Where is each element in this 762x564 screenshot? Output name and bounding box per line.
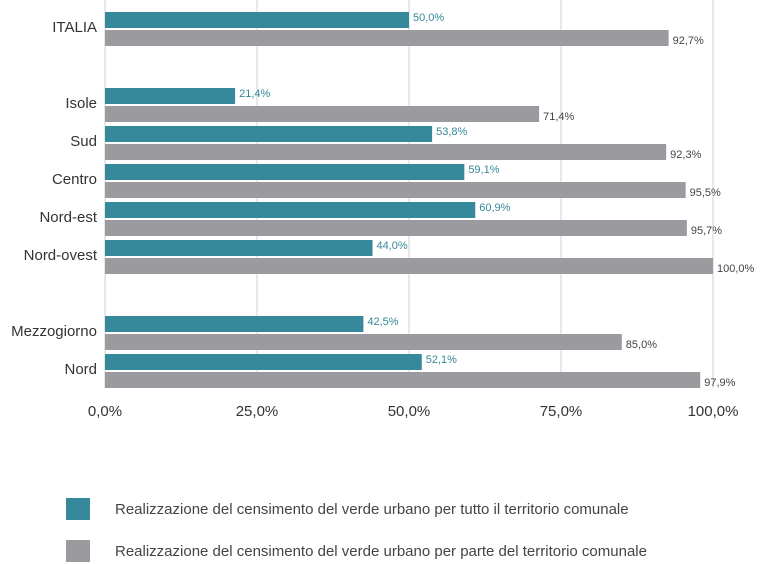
x-tick-label: 75,0%	[540, 403, 583, 420]
value-label: 44,0%	[377, 240, 408, 252]
x-tick-label: 100,0%	[688, 403, 739, 420]
value-label: 95,7%	[691, 225, 722, 237]
y-tick-label: Nord-est	[39, 209, 97, 226]
bar	[105, 258, 713, 274]
y-tick-label: ITALIA	[52, 19, 97, 36]
bar	[105, 316, 364, 332]
x-tick-label: 50,0%	[388, 403, 431, 420]
bar	[105, 144, 667, 160]
bar	[105, 354, 422, 370]
y-tick-label: Sud	[70, 133, 97, 150]
y-tick-label: Isole	[65, 95, 97, 112]
bar	[105, 30, 669, 46]
bar	[105, 240, 373, 256]
value-label: 59,1%	[468, 164, 499, 176]
legend-swatch	[66, 498, 90, 520]
value-label: 100,0%	[717, 263, 755, 275]
legend-label: Realizzazione del censimento del verde u…	[115, 543, 647, 560]
value-label: 71,4%	[543, 111, 574, 123]
bar	[105, 202, 476, 218]
value-label: 95,5%	[690, 187, 721, 199]
value-label: 21,4%	[239, 88, 270, 100]
y-tick-label: Nord	[64, 361, 97, 378]
bar	[105, 164, 465, 180]
bar	[105, 106, 540, 122]
legend-label: Realizzazione del censimento del verde u…	[115, 501, 629, 518]
value-label: 92,7%	[673, 35, 704, 47]
bar	[105, 126, 433, 142]
value-label: 85,0%	[626, 339, 657, 351]
value-label: 50,0%	[413, 12, 444, 24]
y-tick-label: Nord-ovest	[24, 247, 98, 264]
value-label: 42,5%	[367, 316, 398, 328]
y-tick-label: Mezzogiorno	[11, 323, 97, 340]
value-label: 52,1%	[426, 354, 457, 366]
bar	[105, 88, 236, 104]
bar	[105, 220, 687, 236]
value-label: 92,3%	[670, 149, 701, 161]
bar	[105, 182, 686, 198]
bar	[105, 334, 622, 350]
value-label: 97,9%	[704, 377, 735, 389]
value-label: 53,8%	[436, 126, 467, 138]
x-tick-label: 25,0%	[236, 403, 279, 420]
value-label: 60,9%	[479, 202, 510, 214]
legend-swatch	[66, 540, 90, 562]
y-tick-label: Centro	[52, 171, 97, 188]
bar	[105, 12, 409, 28]
bar	[105, 372, 701, 388]
x-tick-label: 0,0%	[88, 403, 122, 420]
